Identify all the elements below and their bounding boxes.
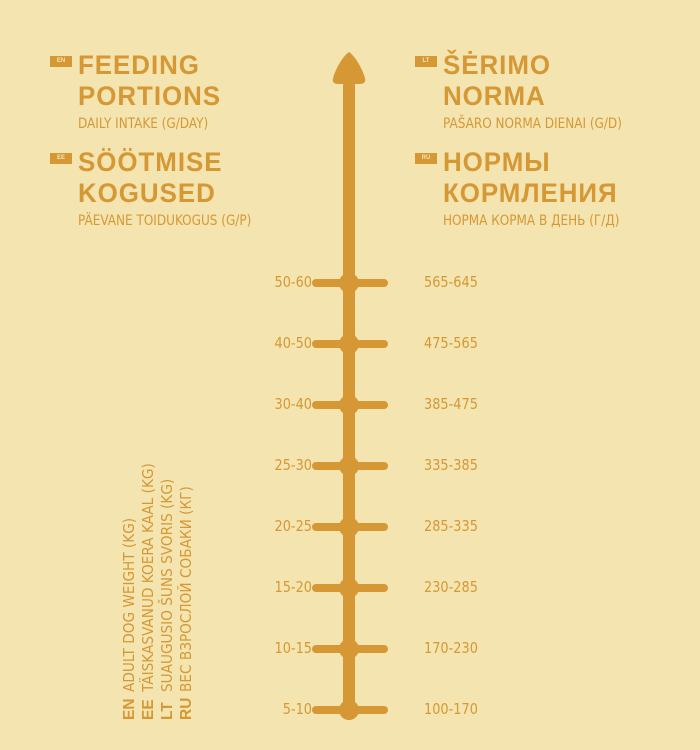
scale-node — [339, 517, 359, 537]
weight-label: 10-15 — [274, 639, 312, 657]
scale-node — [339, 700, 359, 720]
section-title-line: ŠĖRIMO — [443, 50, 552, 80]
legend-item: RUВЕС ВЗРОСЛОЙ СОБАКИ (КГ) — [177, 486, 195, 720]
section-title-line: NORMA — [443, 81, 546, 111]
language-badge-ru: RU — [415, 153, 437, 164]
section-title-line: КОРМЛЕНИЯ — [443, 178, 618, 208]
section-title-line: FEEDING — [78, 50, 200, 80]
scale-node — [339, 639, 359, 659]
weight-label: 50-60 — [274, 273, 312, 291]
legend-item: LTSUAUGUSIO ŠUNS SVORIS (KG) — [158, 478, 176, 720]
section-en: EN FEEDING PORTIONS DAILY INTAKE (G/DAY) — [50, 50, 229, 133]
language-badge-lt: LT — [415, 56, 437, 67]
section-subtitle: PÄEVANE TOIDUKOGUS (G/P) — [78, 213, 252, 229]
section-title-line: SÖÖTMISE — [78, 147, 223, 177]
weight-label: 20-25 — [274, 517, 312, 535]
weight-label: 40-50 — [274, 334, 312, 352]
section-subtitle: PAŠARO NORMA DIENAI (G/D) — [443, 116, 622, 132]
scale-node — [339, 456, 359, 476]
arrow-head-icon — [332, 52, 366, 84]
scale-node — [339, 334, 359, 354]
weight-label: 25-30 — [274, 456, 312, 474]
legend-item: ENADULT DOG WEIGHT (KG) — [120, 517, 138, 720]
portion-label: 230-285 — [424, 578, 478, 596]
language-badge-ee: EE — [50, 153, 72, 164]
scale-node — [339, 395, 359, 415]
portion-label: 565-645 — [424, 273, 478, 291]
language-badge-en: EN — [50, 56, 72, 67]
legend-item: EETÄISKASVANUD KOERA KAAL (KG) — [139, 463, 157, 720]
weight-label: 5-10 — [282, 700, 312, 718]
weight-legend: ENADULT DOG WEIGHT (KG) EETÄISKASVANUD K… — [120, 432, 196, 720]
portion-label: 385-475 — [424, 395, 478, 413]
weight-label: 15-20 — [274, 578, 312, 596]
section-ee: EE SÖÖTMISE KOGUSED PÄEVANE TOIDUKOGUS (… — [50, 147, 280, 230]
section-title-line: НОРМЫ — [443, 147, 551, 177]
scale-node — [339, 273, 359, 293]
section-title-line: PORTIONS — [78, 81, 222, 111]
section-ru: RU НОРМЫ КОРМЛЕНИЯ НОРМА КОРМА В ДЕНЬ (Г… — [415, 147, 648, 230]
scale-node — [339, 578, 359, 598]
portion-label: 335-385 — [424, 456, 478, 474]
portion-label: 475-565 — [424, 334, 478, 352]
weight-label: 30-40 — [274, 395, 312, 413]
section-subtitle: НОРМА КОРМА В ДЕНЬ (Г/Д) — [443, 213, 620, 229]
portion-label: 170-230 — [424, 639, 478, 657]
section-title-line: KOGUSED — [78, 178, 216, 208]
portion-label: 285-335 — [424, 517, 478, 535]
section-subtitle: DAILY INTAKE (G/DAY) — [78, 116, 209, 132]
section-lt: LT ŠĖRIMO NORMA PAŠARO NORMA DIENAI (G/D… — [415, 50, 651, 133]
portion-label: 100-170 — [424, 700, 478, 718]
